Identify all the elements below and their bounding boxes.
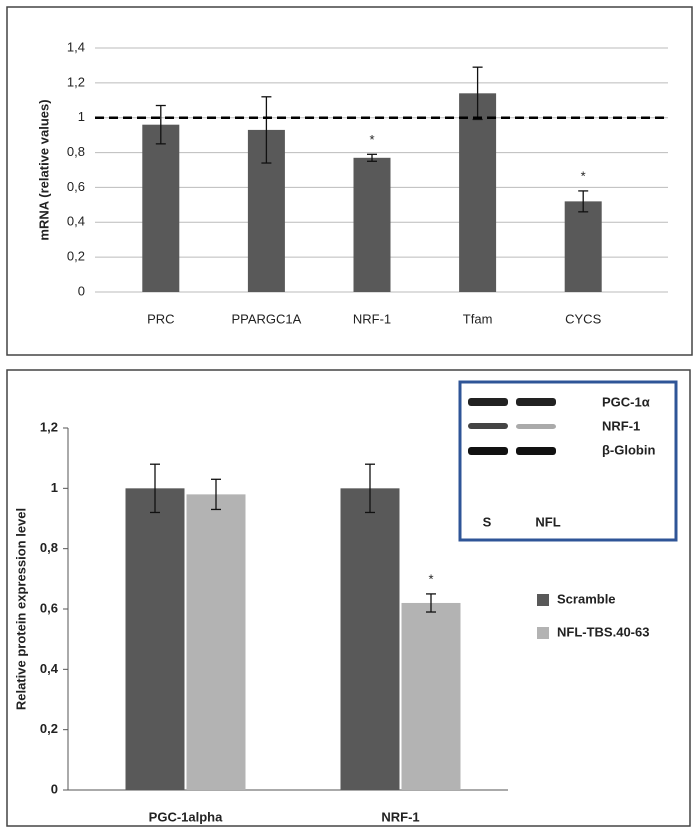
significance-mark: * (369, 132, 374, 147)
y-tick-label: 1,2 (67, 74, 85, 89)
y-tick-label: 0 (51, 781, 58, 796)
bar (125, 488, 185, 790)
x-tick-label: CYCS (565, 311, 601, 326)
bar (353, 157, 391, 292)
y-tick-label: 0 (78, 283, 85, 298)
x-tick-label: NRF-1 (381, 809, 419, 824)
y-tick-label: 0,4 (40, 661, 59, 676)
panel-frame (6, 369, 691, 827)
significance-mark: * (428, 571, 433, 586)
y-tick-label: 1 (51, 480, 58, 495)
blot-label: NRF-1 (602, 418, 640, 433)
y-axis-label: mRNA (relative values) (36, 99, 51, 240)
panel-frame (6, 6, 693, 356)
bar (142, 124, 180, 292)
legend-swatch (537, 594, 549, 606)
lane-label: NFL (535, 514, 560, 529)
y-tick-label: 0,6 (67, 179, 85, 194)
legend-label: NFL-TBS.40-63 (557, 624, 649, 639)
bar (401, 602, 461, 790)
y-tick-label: 0,4 (67, 214, 85, 229)
y-tick-label: 0,6 (40, 600, 58, 615)
western-blot (458, 380, 678, 542)
bar (459, 93, 497, 292)
y-tick-label: 0,8 (67, 144, 85, 159)
x-tick-label: Tfam (463, 311, 493, 326)
legend-swatch (537, 627, 549, 639)
x-tick-label: PPARGC1A (231, 311, 301, 326)
y-tick-label: 1,4 (67, 39, 85, 54)
x-tick-label: PGC-1alpha (149, 809, 223, 824)
blot-label: β-Globin (602, 442, 655, 457)
bar (564, 201, 602, 292)
y-tick-label: 1 (78, 109, 85, 124)
bar (186, 494, 246, 790)
significance-mark: * (581, 168, 586, 183)
lane-label: S (483, 514, 492, 529)
blot-label: PGC-1α (602, 394, 650, 409)
y-tick-label: 1,2 (40, 419, 58, 434)
x-tick-label: NRF-1 (353, 311, 391, 326)
legend-label: Scramble (557, 591, 616, 606)
x-tick-label: PRC (147, 311, 174, 326)
y-tick-label: 0,8 (40, 540, 58, 555)
y-tick-label: 0,2 (40, 721, 58, 736)
y-tick-label: 0,2 (67, 249, 85, 264)
y-axis-label: Relative protein expression level (13, 508, 28, 710)
bar (340, 488, 400, 790)
